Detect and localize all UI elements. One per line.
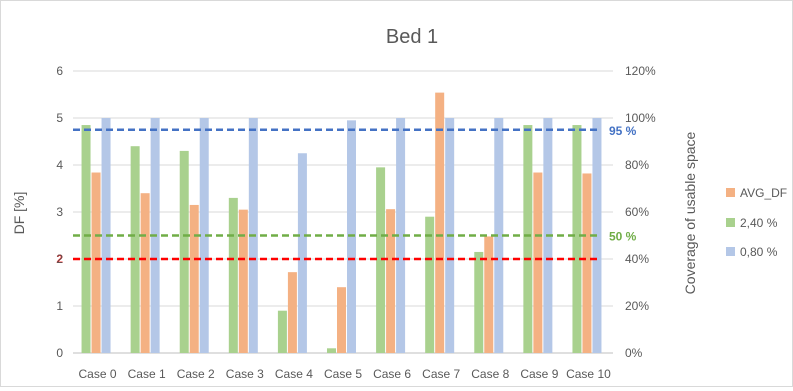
bar — [396, 118, 406, 353]
bar — [572, 125, 582, 353]
bar — [337, 287, 346, 353]
bar — [81, 125, 91, 353]
bars-group — [81, 92, 602, 354]
bar — [523, 125, 533, 353]
reference-line-label: 50 % — [609, 230, 637, 244]
bar — [435, 92, 445, 354]
bar — [484, 236, 494, 353]
x-tick-label: Case 3 — [226, 367, 264, 381]
y2-tick-label: 40% — [625, 252, 649, 266]
y-tick-label: 1 — [56, 299, 63, 313]
y2-axis-ticks: 0% 20% 40% 60% 80% 100% 120% — [625, 64, 656, 360]
y-tick-label: 5 — [56, 111, 63, 125]
x-tick-label: Case 2 — [177, 367, 215, 381]
reference-line-label: 2 — [56, 252, 63, 266]
bar — [533, 172, 543, 353]
x-axis-ticks: Case 0 Case 1 Case 2 Case 3 Case 4 Case 5 Case… — [79, 367, 612, 381]
bar — [376, 167, 386, 353]
legend-swatch — [726, 218, 735, 227]
x-tick-label: Case 7 — [422, 367, 460, 381]
y-tick-label: 3 — [56, 205, 63, 219]
bar — [287, 272, 297, 353]
x-tick-label: Case 5 — [324, 367, 362, 381]
bar — [582, 173, 592, 353]
y-tick-label: 6 — [56, 64, 63, 78]
y2-tick-label: 20% — [625, 299, 649, 313]
x-tick-label: Case 4 — [275, 367, 313, 381]
bar — [425, 216, 435, 353]
y2-tick-label: 60% — [625, 205, 649, 219]
bar — [130, 146, 140, 353]
bar — [140, 193, 150, 353]
chart-title: Bed 1 — [386, 26, 438, 48]
x-tick-label: Case 10 — [566, 367, 611, 381]
x-tick-label: Case 9 — [520, 367, 558, 381]
legend: AVG_DF 2,40 % 0,80 % — [726, 186, 787, 259]
bar — [91, 172, 101, 353]
bar — [189, 204, 199, 353]
y2-tick-label: 0% — [625, 346, 643, 360]
y-tick-label: 4 — [56, 158, 63, 172]
y2-tick-label: 120% — [625, 64, 656, 78]
bar — [228, 197, 238, 353]
x-tick-label: Case 1 — [128, 367, 166, 381]
bar — [199, 118, 209, 353]
legend-swatch — [726, 247, 735, 256]
bar — [386, 209, 396, 353]
legend-label: AVG_DF — [740, 186, 787, 200]
bar — [277, 310, 287, 353]
y2-tick-label: 80% — [625, 158, 649, 172]
legend-label: 0,80 % — [740, 245, 778, 259]
bar — [474, 251, 484, 353]
bar — [327, 348, 336, 353]
y2-axis-label: Coverage of usable space — [682, 131, 698, 294]
y2-tick-label: 100% — [625, 111, 656, 125]
x-tick-label: Case 0 — [79, 367, 117, 381]
y-tick-label: 0 — [56, 346, 63, 360]
y-tick-label: 2 — [56, 252, 63, 266]
y-axis-ticks: 0 1 2 3 4 5 6 — [56, 64, 63, 360]
reference-line-label: 95 % — [609, 124, 637, 138]
bar — [179, 150, 189, 353]
reference-lines: 2 50 % 95 % — [56, 124, 636, 266]
y-axis-label: DF [%] — [11, 192, 27, 235]
legend-swatch — [726, 188, 735, 197]
bar — [297, 153, 307, 353]
x-tick-label: Case 6 — [373, 367, 411, 381]
legend-label: 2,40 % — [740, 216, 778, 230]
x-tick-label: Case 8 — [471, 367, 509, 381]
bar — [494, 118, 504, 353]
bar — [238, 209, 248, 353]
